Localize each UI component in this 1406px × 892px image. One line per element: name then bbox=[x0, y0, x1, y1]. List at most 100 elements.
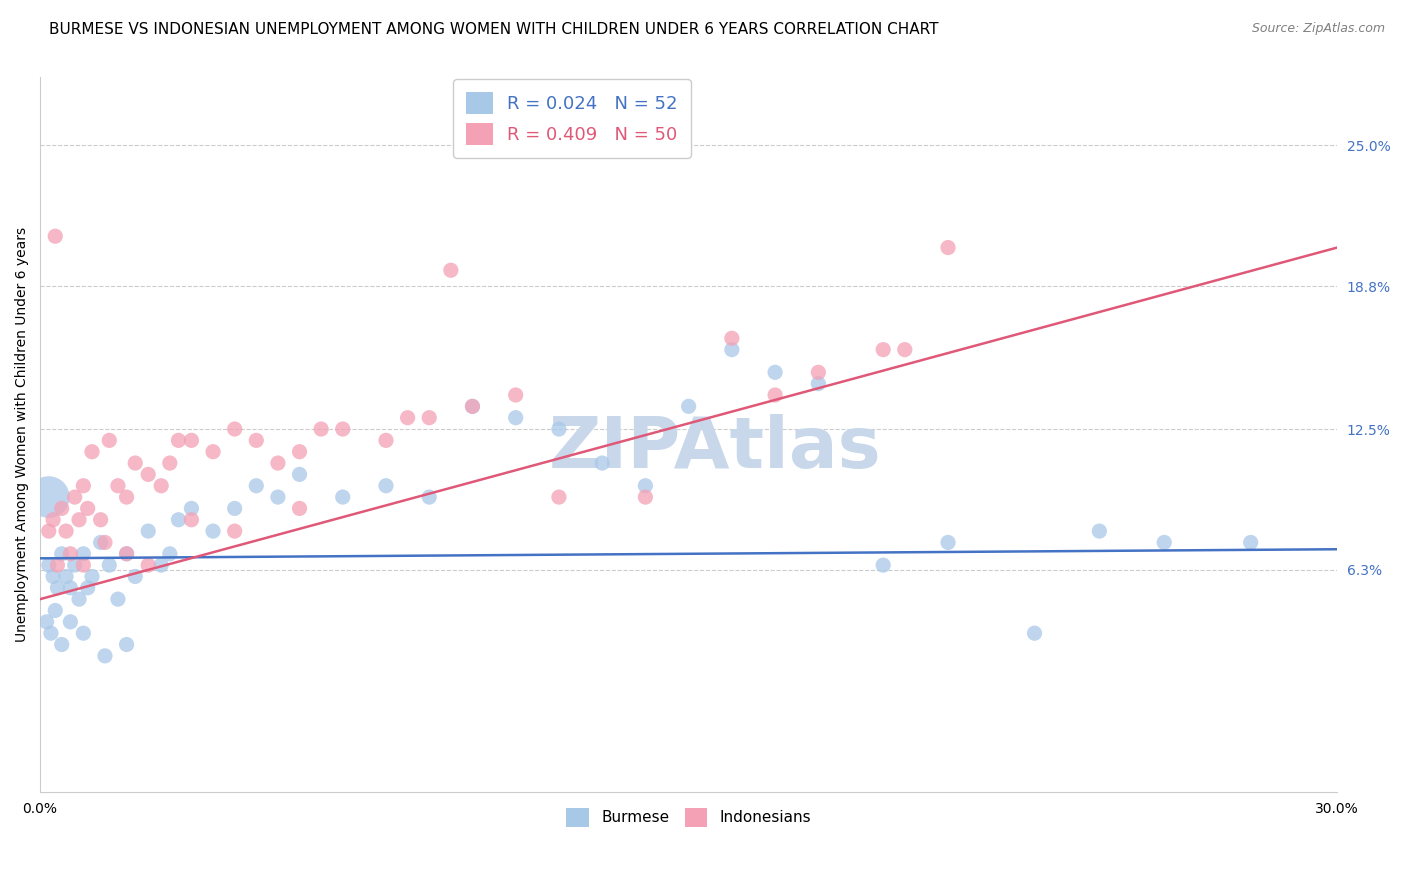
Point bbox=[634, 479, 657, 493]
Text: ZIPAtlas: ZIPAtlas bbox=[548, 415, 882, 483]
Point bbox=[721, 331, 744, 345]
Point bbox=[894, 343, 917, 357]
Point bbox=[136, 558, 159, 573]
Point bbox=[38, 490, 60, 504]
Point bbox=[55, 524, 77, 538]
Point bbox=[180, 513, 202, 527]
Point bbox=[180, 434, 202, 448]
Point bbox=[936, 535, 959, 549]
Point bbox=[98, 558, 121, 573]
Point bbox=[63, 558, 86, 573]
Point bbox=[288, 501, 311, 516]
Point bbox=[1153, 535, 1175, 549]
Point bbox=[107, 592, 129, 607]
Point bbox=[245, 479, 267, 493]
Point bbox=[72, 558, 94, 573]
Point bbox=[936, 241, 959, 255]
Point bbox=[505, 388, 527, 402]
Point bbox=[167, 513, 190, 527]
Point bbox=[90, 513, 112, 527]
Text: Source: ZipAtlas.com: Source: ZipAtlas.com bbox=[1251, 22, 1385, 36]
Point bbox=[44, 603, 66, 617]
Point bbox=[288, 444, 311, 458]
Text: BURMESE VS INDONESIAN UNEMPLOYMENT AMONG WOMEN WITH CHILDREN UNDER 6 YEARS CORRE: BURMESE VS INDONESIAN UNEMPLOYMENT AMONG… bbox=[49, 22, 939, 37]
Point bbox=[124, 456, 146, 470]
Point bbox=[591, 456, 613, 470]
Point bbox=[59, 581, 82, 595]
Point bbox=[678, 400, 700, 414]
Point bbox=[72, 479, 94, 493]
Point bbox=[42, 569, 65, 583]
Point bbox=[763, 388, 786, 402]
Point bbox=[267, 456, 290, 470]
Point bbox=[94, 535, 117, 549]
Point bbox=[55, 569, 77, 583]
Point bbox=[721, 343, 744, 357]
Point bbox=[461, 400, 484, 414]
Point bbox=[72, 626, 94, 640]
Point bbox=[46, 581, 69, 595]
Point bbox=[548, 490, 571, 504]
Point bbox=[180, 501, 202, 516]
Point bbox=[115, 638, 138, 652]
Point bbox=[224, 422, 246, 436]
Point bbox=[38, 524, 60, 538]
Point bbox=[461, 400, 484, 414]
Point bbox=[505, 410, 527, 425]
Point bbox=[375, 479, 398, 493]
Point bbox=[46, 558, 69, 573]
Point bbox=[309, 422, 332, 436]
Point bbox=[94, 648, 117, 663]
Point bbox=[245, 434, 267, 448]
Point bbox=[136, 524, 159, 538]
Point bbox=[202, 444, 225, 458]
Point bbox=[39, 626, 62, 640]
Point bbox=[267, 490, 290, 504]
Point bbox=[80, 444, 103, 458]
Point bbox=[51, 638, 73, 652]
Point bbox=[59, 547, 82, 561]
Point bbox=[63, 490, 86, 504]
Point bbox=[418, 410, 440, 425]
Point bbox=[159, 547, 181, 561]
Point bbox=[80, 569, 103, 583]
Point bbox=[44, 229, 66, 244]
Point bbox=[76, 501, 98, 516]
Point bbox=[396, 410, 419, 425]
Point bbox=[35, 615, 58, 629]
Point bbox=[332, 422, 354, 436]
Point bbox=[90, 535, 112, 549]
Point bbox=[332, 490, 354, 504]
Point bbox=[42, 513, 65, 527]
Point bbox=[1088, 524, 1111, 538]
Point bbox=[150, 479, 173, 493]
Point bbox=[202, 524, 225, 538]
Point bbox=[224, 501, 246, 516]
Point bbox=[1240, 535, 1263, 549]
Point bbox=[98, 434, 121, 448]
Point bbox=[124, 569, 146, 583]
Point bbox=[440, 263, 463, 277]
Point bbox=[72, 547, 94, 561]
Point bbox=[224, 524, 246, 538]
Point bbox=[59, 615, 82, 629]
Point bbox=[288, 467, 311, 482]
Point bbox=[807, 376, 830, 391]
Point bbox=[1024, 626, 1046, 640]
Point bbox=[115, 490, 138, 504]
Point bbox=[167, 434, 190, 448]
Legend: Burmese, Indonesians: Burmese, Indonesians bbox=[558, 800, 818, 834]
Point bbox=[807, 365, 830, 379]
Point bbox=[375, 434, 398, 448]
Point bbox=[51, 501, 73, 516]
Point bbox=[159, 456, 181, 470]
Point bbox=[38, 558, 60, 573]
Point bbox=[76, 581, 98, 595]
Point bbox=[51, 547, 73, 561]
Point bbox=[136, 467, 159, 482]
Point bbox=[150, 558, 173, 573]
Point bbox=[872, 343, 894, 357]
Point bbox=[107, 479, 129, 493]
Point bbox=[548, 422, 571, 436]
Point bbox=[115, 547, 138, 561]
